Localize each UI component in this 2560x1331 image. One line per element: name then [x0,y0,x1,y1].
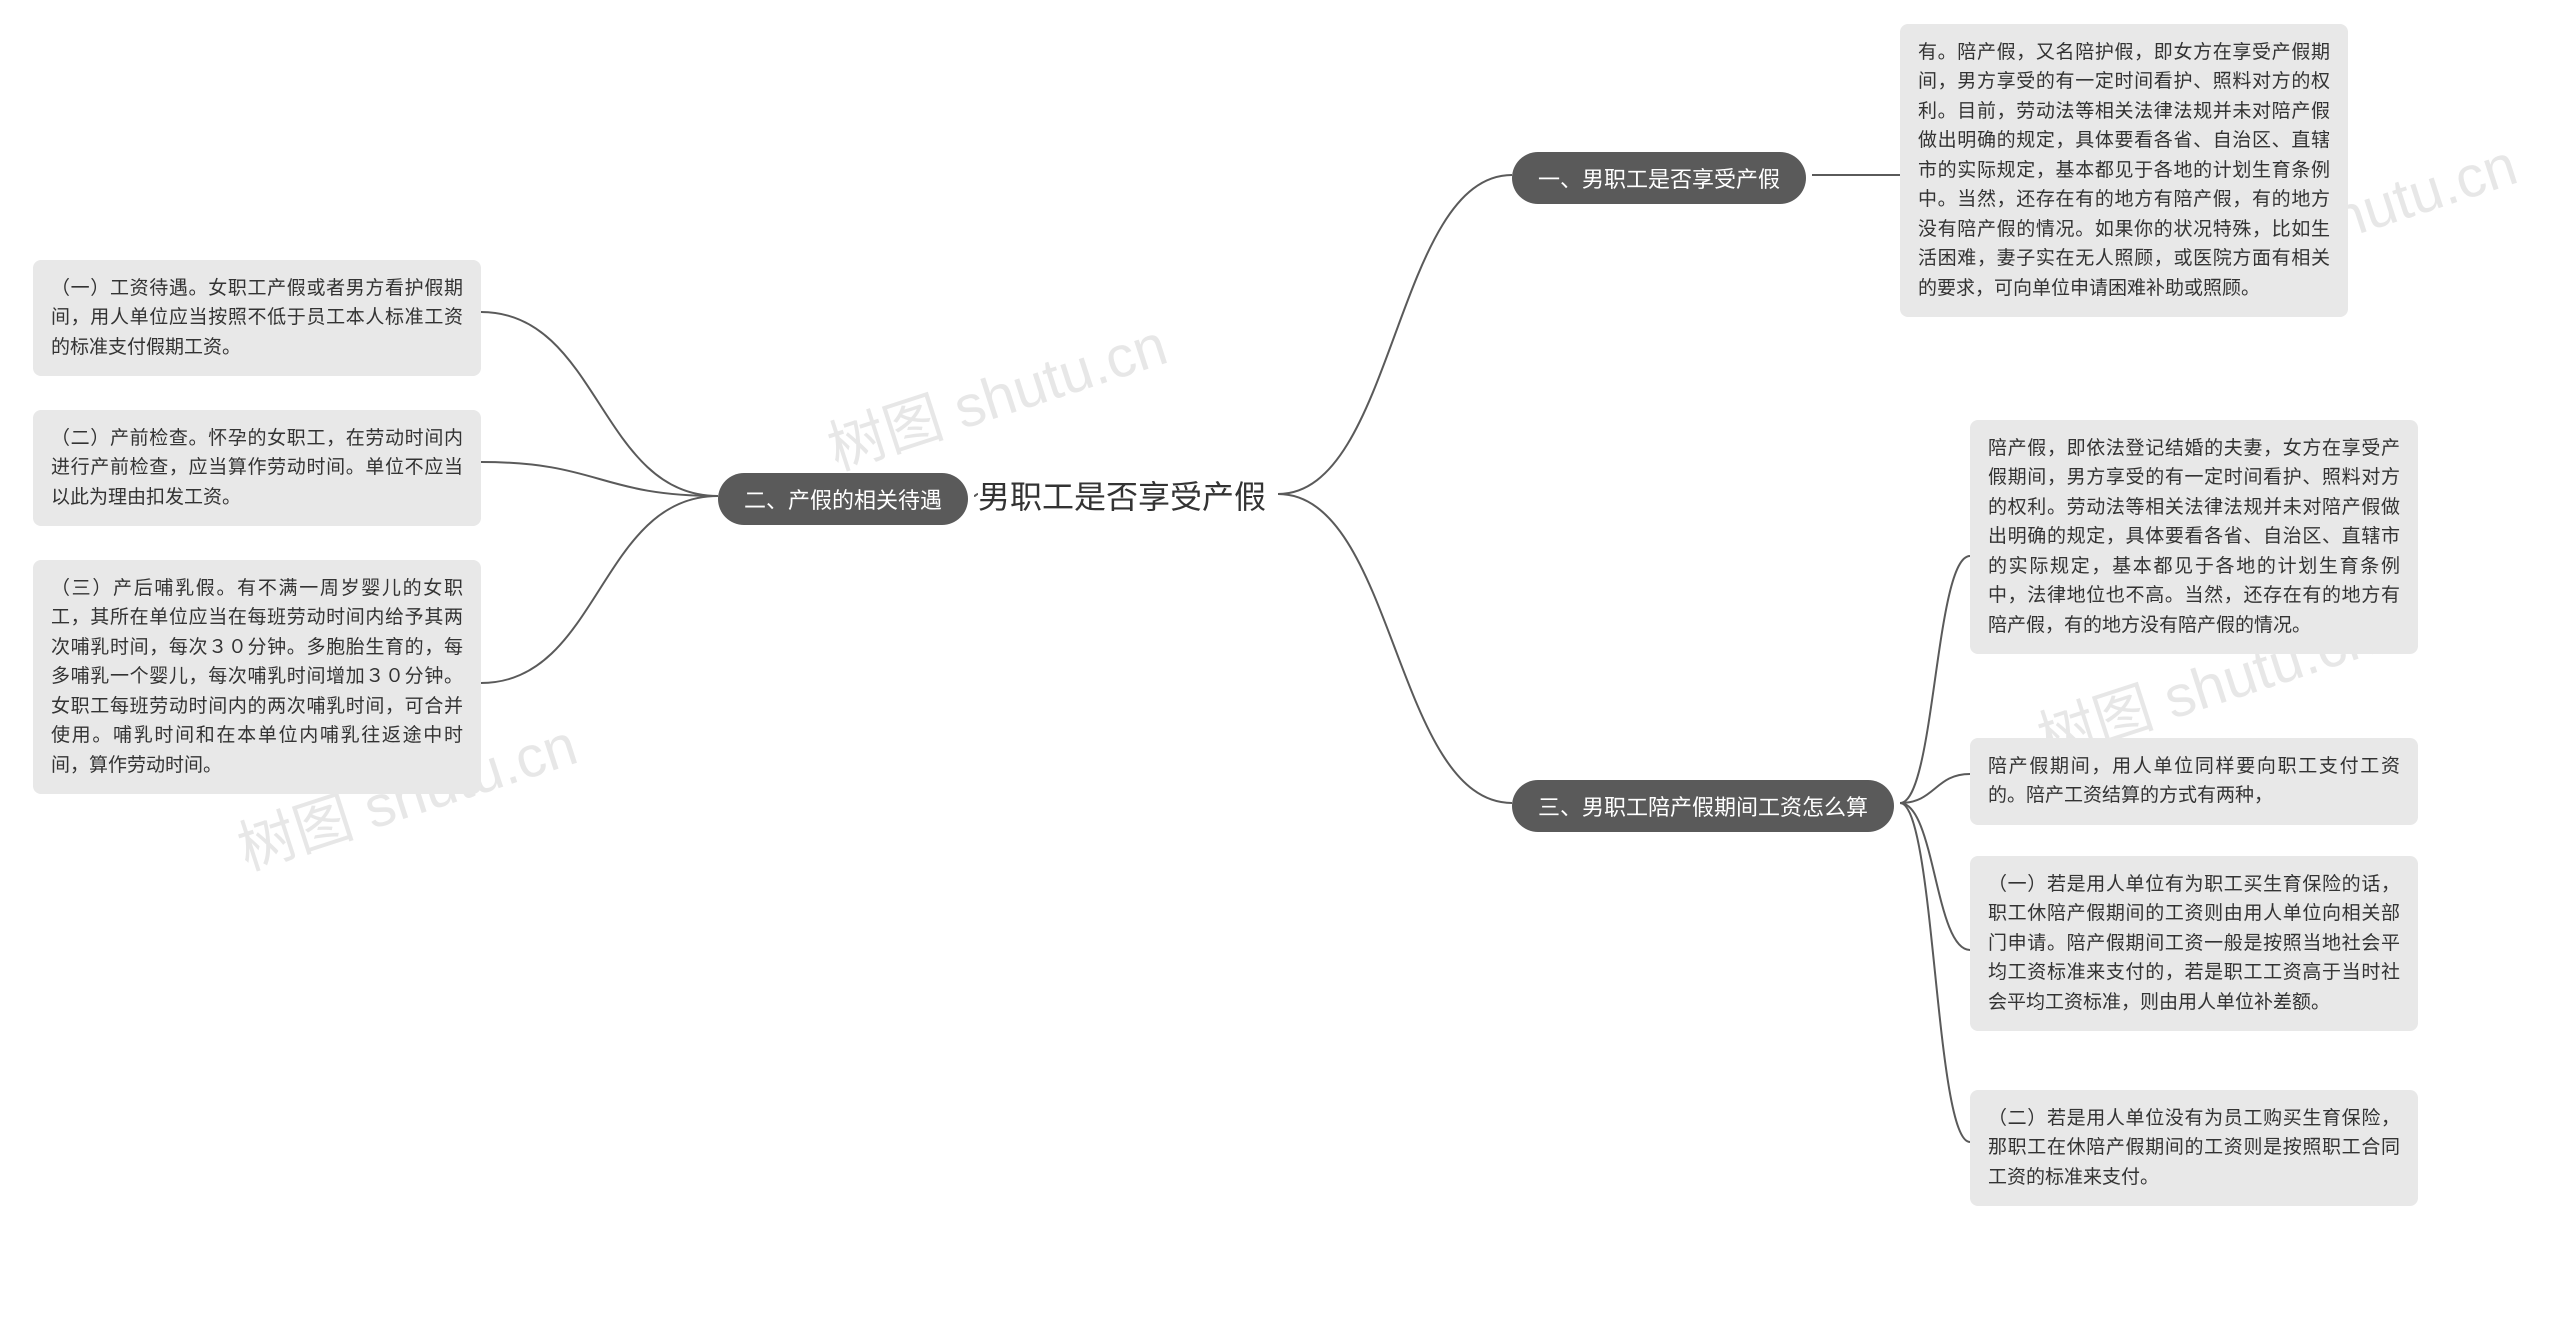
leaf-node-2-1: （一）工资待遇。女职工产假或者男方看护假期间，用人单位应当按照不低于员工本人标准… [33,260,481,376]
leaf-node-2-3: （三）产后哺乳假。有不满一周岁婴儿的女职工，其所在单位应当在每班劳动时间内给予其… [33,560,481,794]
mindmap-canvas: 树图 shutu.cn树图 shutu.cn树图 shutu.cn树图 shut… [0,0,2560,1331]
leaf-node-3-4: （二）若是用人单位没有为员工购买生育保险，那职工在休陪产假期间的工资则是按照职工… [1970,1090,2418,1206]
leaf-node-3-2: 陪产假期间，用人单位同样要向职工支付工资的。陪产工资结算的方式有两种， [1970,738,2418,825]
branch-node-3: 三、男职工陪产假期间工资怎么算 [1512,780,1894,832]
watermark-0: 树图 shutu.cn [816,298,1176,486]
leaf-node-2-2: （二）产前检查。怀孕的女职工，在劳动时间内进行产前检查，应当算作劳动时间。单位不… [33,410,481,526]
root-node: 男职工是否享受产假 [978,472,1278,516]
leaf-node-3-1: 陪产假，即依法登记结婚的夫妻，女方在享受产假期间，男方享受的有一定时间看护、照料… [1970,420,2418,654]
leaf-node-3-3: （一）若是用人单位有为职工买生育保险的话，职工休陪产假期间的工资则由用人单位向相… [1970,856,2418,1031]
branch-node-2: 二、产假的相关待遇 [718,473,968,525]
branch-node-1: 一、男职工是否享受产假 [1512,152,1806,204]
leaf-node-1-1: 有。陪产假，又名陪护假，即女方在享受产假期间，男方享受的有一定时间看护、照料对方… [1900,24,2348,317]
